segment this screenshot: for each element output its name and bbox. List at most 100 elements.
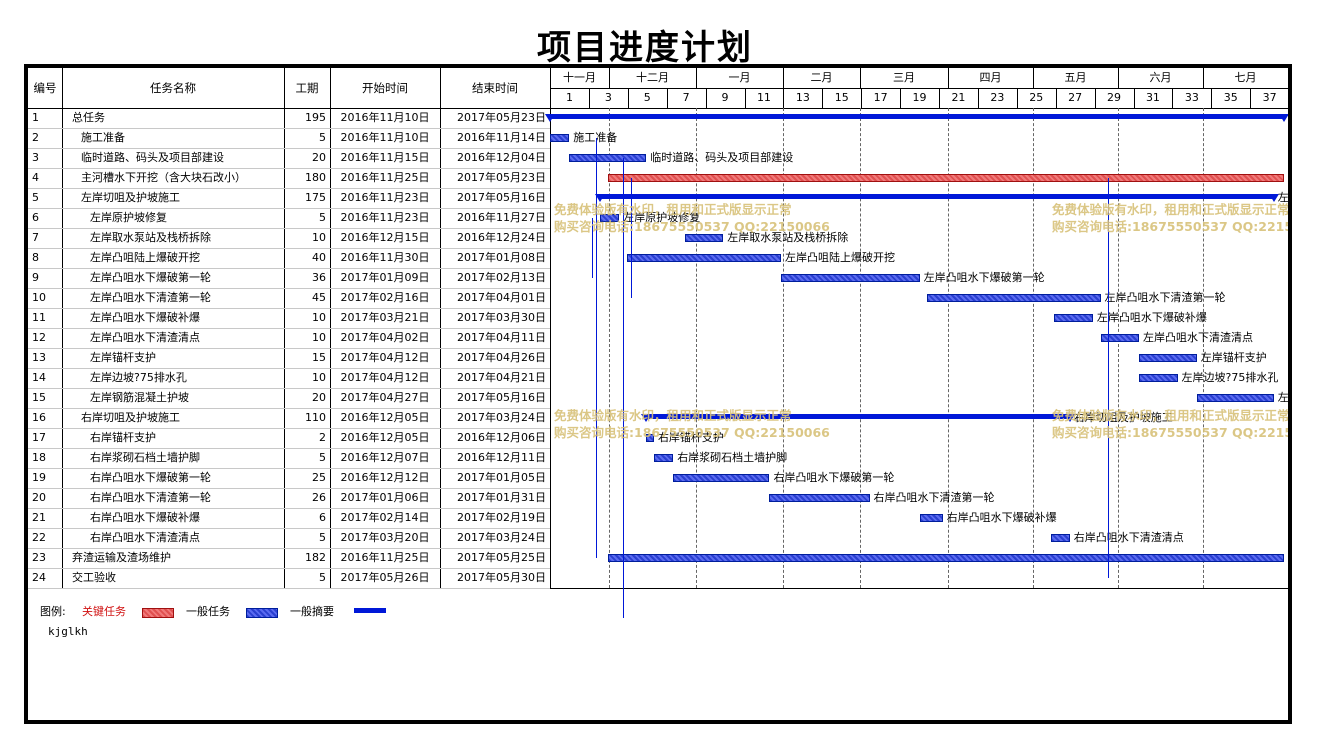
header-end[interactable]: 结束时间 [472,81,518,95]
task-end: 2017年05月16日 [457,191,546,204]
task-end: 2017年05月23日 [457,171,546,184]
table-row[interactable]: 12 左岸凸咀水下清渣清点 10 2017年04月02日 2017年04月11日 [28,328,550,348]
task-duration: 6 [319,511,326,524]
row-divider [28,548,550,549]
scale-tick-label: 13 [795,91,810,104]
task-start: 2017年04月12日 [340,351,430,364]
task-start: 2017年01月09日 [340,271,430,284]
scale-tick-label: 21 [951,91,966,104]
task-start: 2017年04月12日 [340,371,430,384]
task-end: 2017年01月05日 [457,471,546,484]
table-row[interactable]: 9 左岸凸咀水下爆破第一轮 36 2017年01月09日 2017年02月13日 [28,268,550,288]
gantt-bar-task[interactable] [600,214,620,222]
month-divider [1203,68,1204,88]
table-row[interactable]: 24 交工验收 5 2017年05月26日 2017年05月30日 [28,568,550,588]
scale-tick-label: 29 [1107,91,1122,104]
row-divider [28,348,550,349]
gantt-bar-task[interactable] [1139,354,1197,362]
task-duration: 5 [319,531,326,544]
task-start: 2016年12月07日 [340,451,430,464]
table-row[interactable]: 15 左岸钢筋混凝土护坡 20 2017年04月27日 2017年05月16日 [28,388,550,408]
task-name: 总任务 [72,111,105,124]
gantt-bar-task[interactable] [927,294,1101,302]
gantt-bar-task[interactable] [653,454,674,462]
task-start: 2016年12月15日 [340,231,430,244]
table-row[interactable]: 3 临时道路、码头及项目部建设 20 2016年11月15日 2016年12月04日 [28,148,550,168]
task-id: 12 [32,331,46,344]
gantt-bar-task[interactable] [646,434,654,442]
gantt-bar-task[interactable] [919,514,943,522]
task-end: 2017年05月23日 [457,111,546,124]
row-divider [28,408,550,409]
row-divider [28,268,550,269]
task-name: 左岸凸咀水下爆破补爆 [90,311,200,324]
task-start: 2017年02月14日 [340,511,430,524]
gantt-bar-task[interactable] [569,154,647,162]
row-divider [28,368,550,369]
table-row[interactable]: 4 主河槽水下开挖（含大块石改小） 180 2016年11月25日 2017年05月23… [28,168,550,188]
table-row[interactable]: 8 左岸凸咀陆上爆破开挖 40 2016年11月30日 2017年01月08日 [28,248,550,268]
gantt-bar-task[interactable] [1139,374,1178,382]
header-id[interactable]: 编号 [33,81,57,95]
task-id: 2 [32,131,39,144]
task-name: 左岸切咀及护坡施工 [81,191,180,204]
gantt-bar-label: 左岸凸咀水下爆破第一轮 [923,271,1045,284]
task-id: 8 [32,251,39,264]
table-row[interactable]: 22 右岸凸咀水下清渣清点 5 2017年03月20日 2017年03月24日 [28,528,550,548]
task-duration: 10 [312,331,326,344]
table-row[interactable]: 2 施工准备 5 2016年11月10日 2016年11月14日 [28,128,550,148]
row-divider [28,528,550,529]
gantt-bar-task[interactable] [1054,314,1093,322]
gantt-bar-critical[interactable] [607,174,1284,182]
table-row[interactable]: 13 左岸锚杆支护 15 2017年04月12日 2017年04月26日 [28,348,550,368]
watermark-text: 购买咨询电话:18675550537 QQ:22150066 [554,219,830,234]
row-divider [28,488,550,489]
task-duration: 2 [319,431,326,444]
legend-critical-label: 关键任务 [82,605,126,618]
task-duration: 10 [312,231,326,244]
table-row[interactable]: 1 总任务 195 2016年11月10日 2017年05月23日 [28,108,550,128]
gantt-bar-label: 左岸凸咀陆上爆破开挖 [785,251,895,264]
gantt-bar-task[interactable] [1196,394,1274,402]
gantt-bar-task[interactable] [550,134,570,142]
gantt-bar-summary[interactable] [595,194,1279,202]
table-row[interactable]: 20 右岸凸咀水下清渣第一轮 26 2017年01月06日 2017年01月31日 [28,488,550,508]
table-row[interactable]: 10 左岸凸咀水下清渣第一轮 45 2017年02月16日 2017年04月01日 [28,288,550,308]
scale-divider [822,88,824,108]
gantt-bar-summary[interactable] [641,414,1075,422]
gantt-bar-task[interactable] [1050,534,1070,542]
gantt-bar-task[interactable] [607,554,1284,562]
table-row[interactable]: 5 左岸切咀及护坡施工 175 2016年11月23日 2017年05月16日 [28,188,550,208]
table-row[interactable]: 11 左岸凸咀水下爆破补爆 10 2017年03月21日 2017年03月30日 [28,308,550,328]
gantt-bar-task[interactable] [781,274,920,282]
watermark-text: 购买咨询电话:18675550537 QQ:22150066 [1052,219,1288,234]
table-row[interactable]: 19 右岸凸咀水下爆破第一轮 25 2016年12月12日 2017年01月05日 [28,468,550,488]
table-row[interactable]: 14 左岸边坡?75排水孔 10 2017年04月12日 2017年04月21日 [28,368,550,388]
gantt-bar-task[interactable] [684,234,724,242]
gantt-bar-task[interactable] [627,254,781,262]
month-divider [609,68,610,88]
table-row[interactable]: 17 右岸锚杆支护 2 2016年12月05日 2016年12月06日 [28,428,550,448]
header-duration[interactable]: 工期 [295,81,319,95]
task-id: 11 [32,311,46,324]
table-row[interactable]: 7 左岸取水泵站及栈桥拆除 10 2016年12月15日 2016年12月24日 [28,228,550,248]
table-row[interactable]: 21 右岸凸咀水下爆破补爆 6 2017年02月14日 2017年02月19日 [28,508,550,528]
header-start[interactable]: 开始时间 [362,81,408,95]
table-row[interactable]: 6 左岸原护坡修复 5 2016年11月23日 2016年11月27日 [28,208,550,228]
task-name: 左岸锚杆支护 [90,351,156,364]
task-duration: 110 [305,411,326,424]
row-divider [28,388,550,389]
table-row[interactable]: 16 右岸切咀及护坡施工 110 2016年12月05日 2017年03月24日 [28,408,550,428]
gantt-bar-summary[interactable] [545,114,1288,122]
gantt-bar-task[interactable] [1100,334,1140,342]
dependency-line [592,218,593,278]
table-row[interactable]: 23 弃渣运输及渣场维护 182 2016年11月25日 2017年05月25日 [28,548,550,568]
task-duration: 45 [312,291,326,304]
header-name[interactable]: 任务名称 [150,81,196,95]
legend-task-swatch [246,608,278,618]
table-row[interactable]: 18 右岸浆砌石档土墙护脚 5 2016年12月07日 2016年12月11日 [28,448,550,468]
row-divider [28,448,550,449]
gantt-bar-task[interactable] [769,494,870,502]
gantt-bar-task[interactable] [673,474,770,482]
gantt-frame: 编号 任务名称 工期 开始时间 结束时间 十一月 十二月 一月 二月 三月 四月 五月 六月 七月 1 3 5 7… [24,64,1292,724]
